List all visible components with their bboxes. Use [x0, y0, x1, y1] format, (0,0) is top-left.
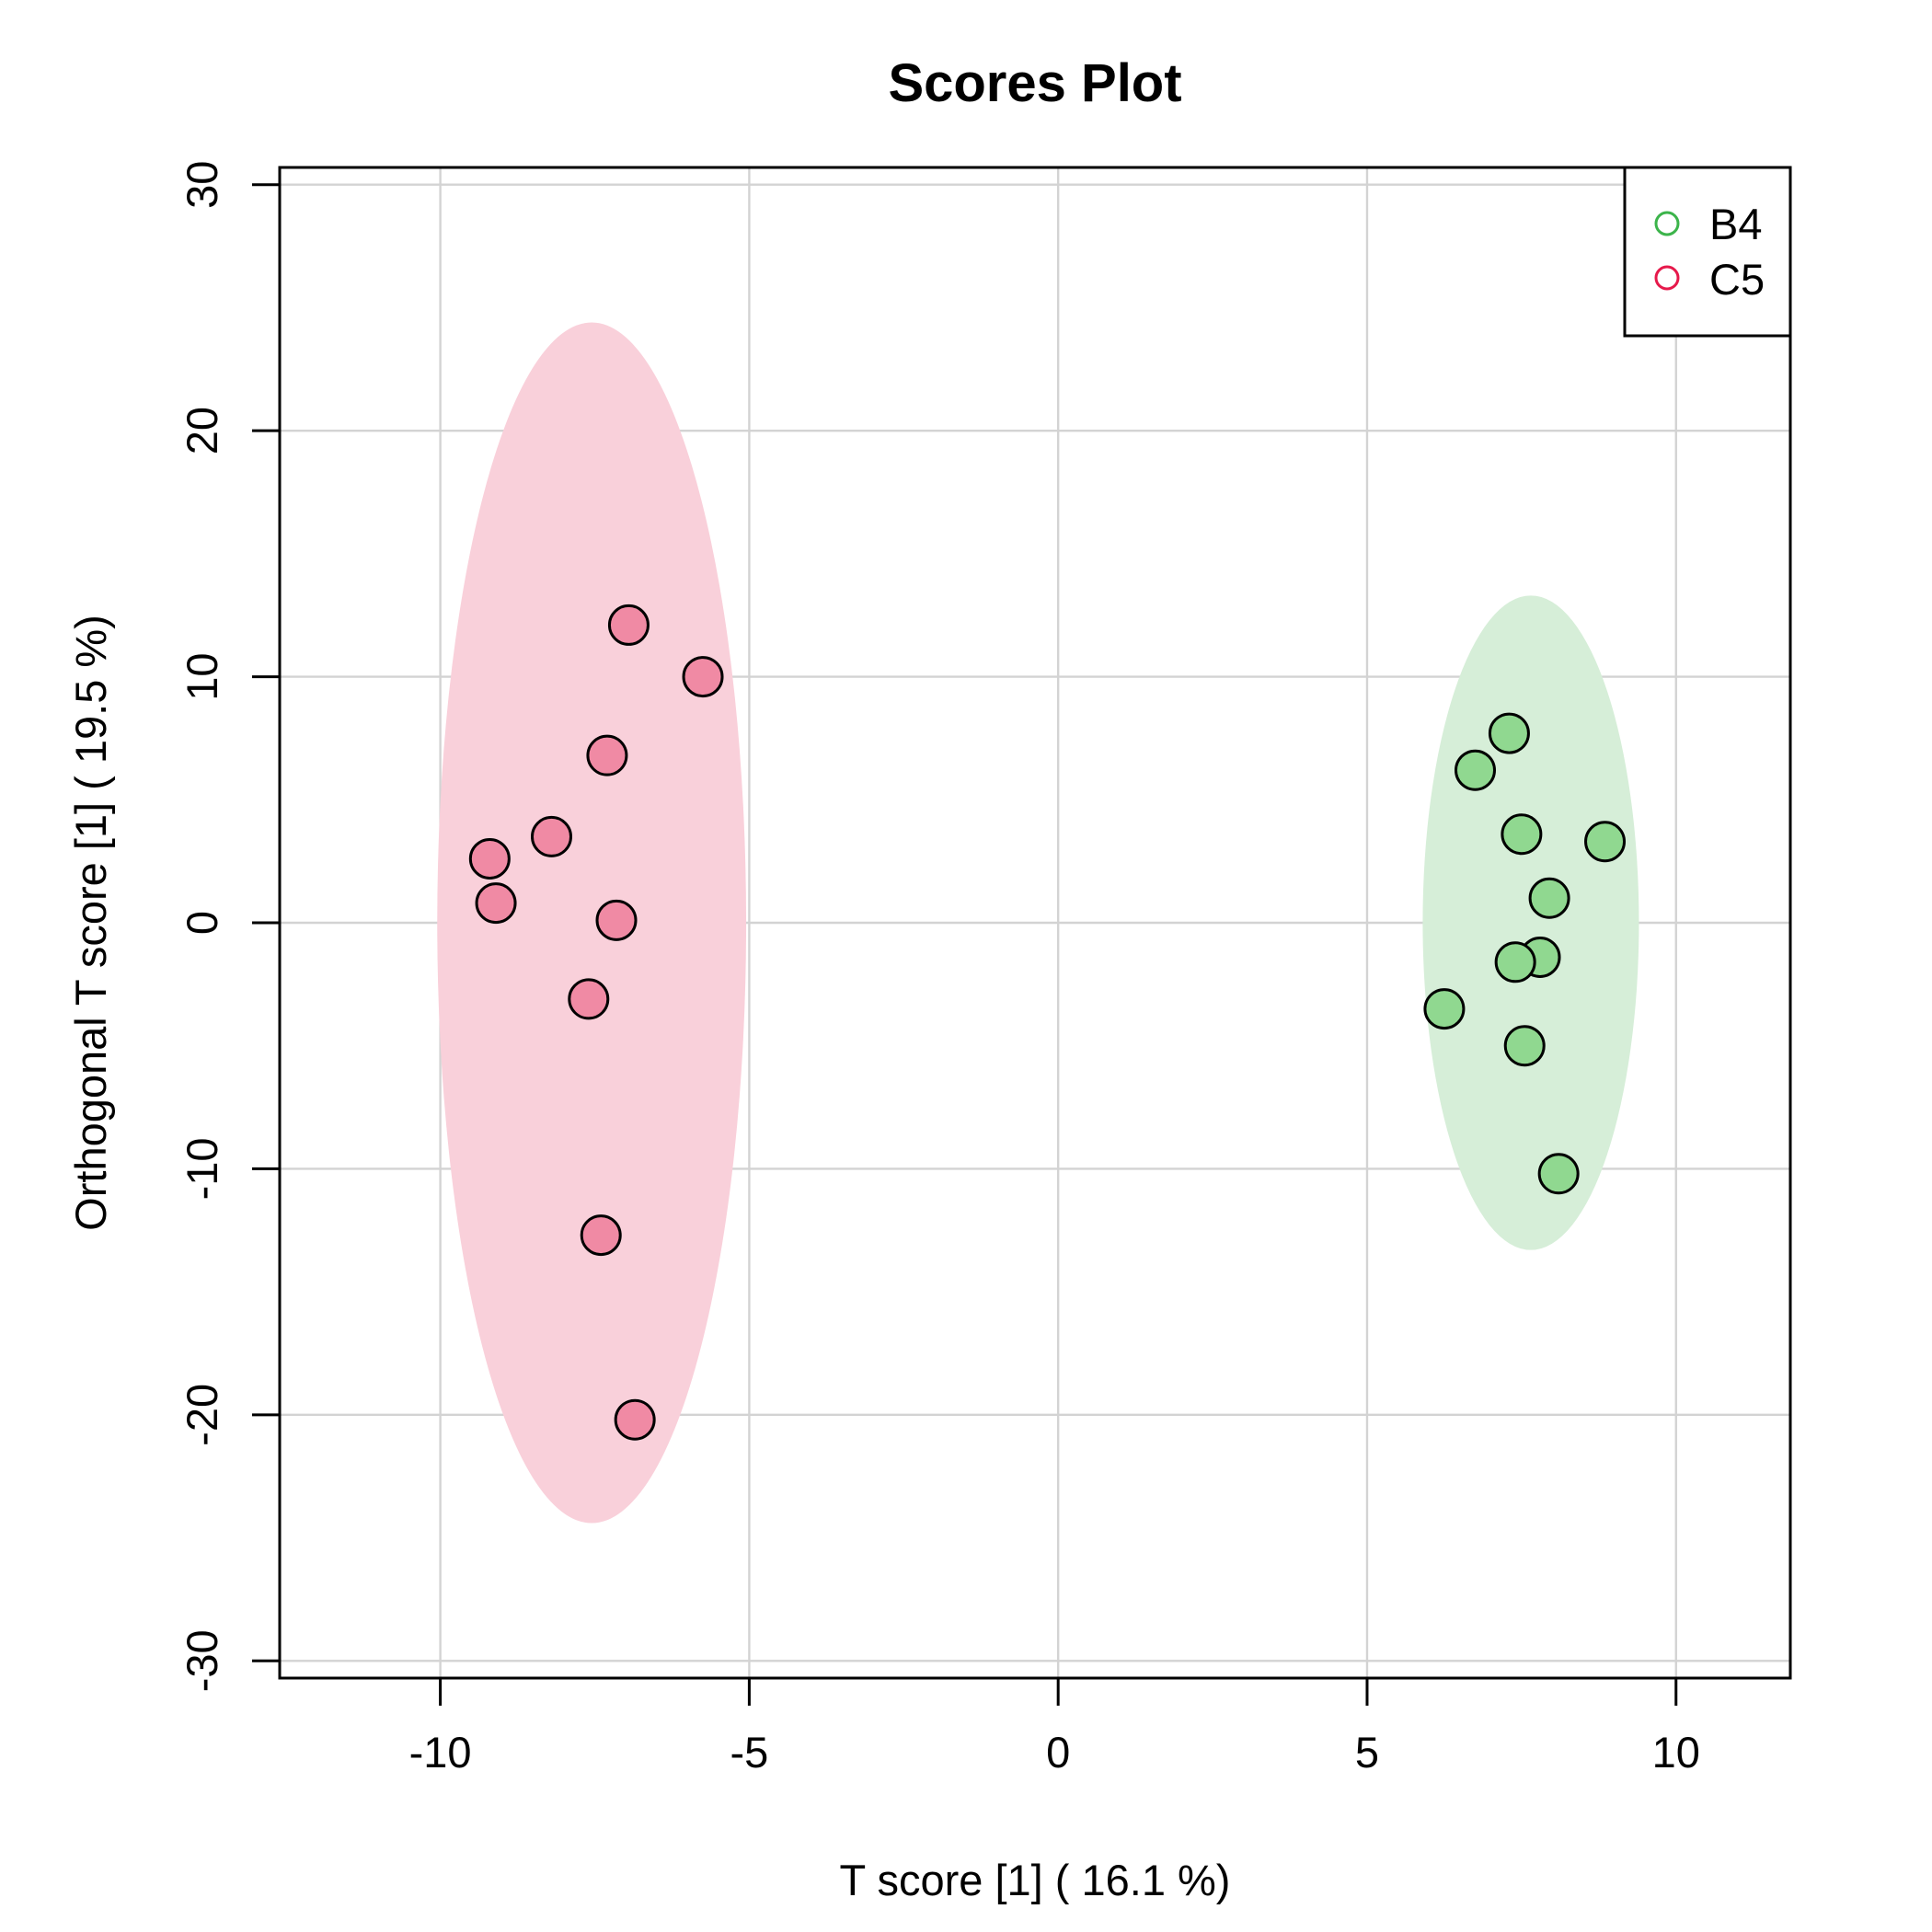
ellipse-b4 [1422, 595, 1639, 1250]
point-c5-3 [530, 815, 572, 857]
point-c5-8 [580, 1214, 622, 1257]
x-tick-label-0: -10 [409, 1728, 472, 1777]
y-tick-label-0: -30 [178, 1629, 226, 1692]
point-b4-2 [1501, 813, 1543, 856]
point-c5-6 [595, 899, 638, 941]
legend-marker-c5 [1654, 265, 1680, 291]
x-tick-label-4: 10 [1652, 1728, 1700, 1777]
x-tick-label-2: 0 [1046, 1728, 1070, 1777]
x-tick-label-1: -5 [730, 1728, 768, 1777]
point-c5-5 [475, 882, 517, 925]
y-tick-label-1: -20 [178, 1384, 226, 1446]
legend-box [1623, 166, 1792, 338]
point-c5-1 [682, 656, 724, 698]
ellipse-c5 [437, 322, 747, 1524]
point-c5-0 [607, 604, 650, 646]
legend: B4 C5 [1623, 166, 1792, 338]
point-b4-6 [1494, 941, 1536, 983]
point-b4-1 [1454, 749, 1496, 791]
y-axis: -30 -20 -10 0 10 20 30 [178, 161, 280, 1692]
legend-label-c5: C5 [1709, 255, 1765, 304]
point-b4-0 [1488, 712, 1530, 754]
point-c5-9 [614, 1398, 656, 1441]
x-axis: -10 -5 0 5 10 [409, 1678, 1700, 1777]
point-c5-7 [568, 978, 610, 1020]
point-b4-4 [1528, 877, 1570, 919]
point-b4-3 [1584, 821, 1627, 863]
legend-label-b4: B4 [1709, 200, 1763, 248]
y-tick-label-4: 10 [178, 652, 226, 700]
y-tick-label-2: -10 [178, 1137, 226, 1200]
x-axis-label: T score [1] ( 16.1 %) [840, 1856, 1231, 1904]
y-tick-label-6: 30 [178, 161, 226, 209]
point-c5-4 [468, 837, 511, 880]
point-c5-2 [586, 734, 628, 776]
x-tick-label-3: 5 [1355, 1728, 1379, 1777]
point-b4-7 [1423, 988, 1466, 1030]
point-b4-9 [1537, 1153, 1580, 1195]
data-points [468, 604, 1627, 1441]
point-b4-8 [1503, 1025, 1546, 1067]
y-tick-label-5: 20 [178, 407, 226, 454]
legend-marker-b4 [1654, 211, 1680, 236]
chart-title: Scores Plot [888, 53, 1181, 113]
y-tick-label-3: 0 [178, 911, 226, 935]
y-axis-label: Orthogonal T score [1] ( 19.5 %) [66, 615, 115, 1231]
